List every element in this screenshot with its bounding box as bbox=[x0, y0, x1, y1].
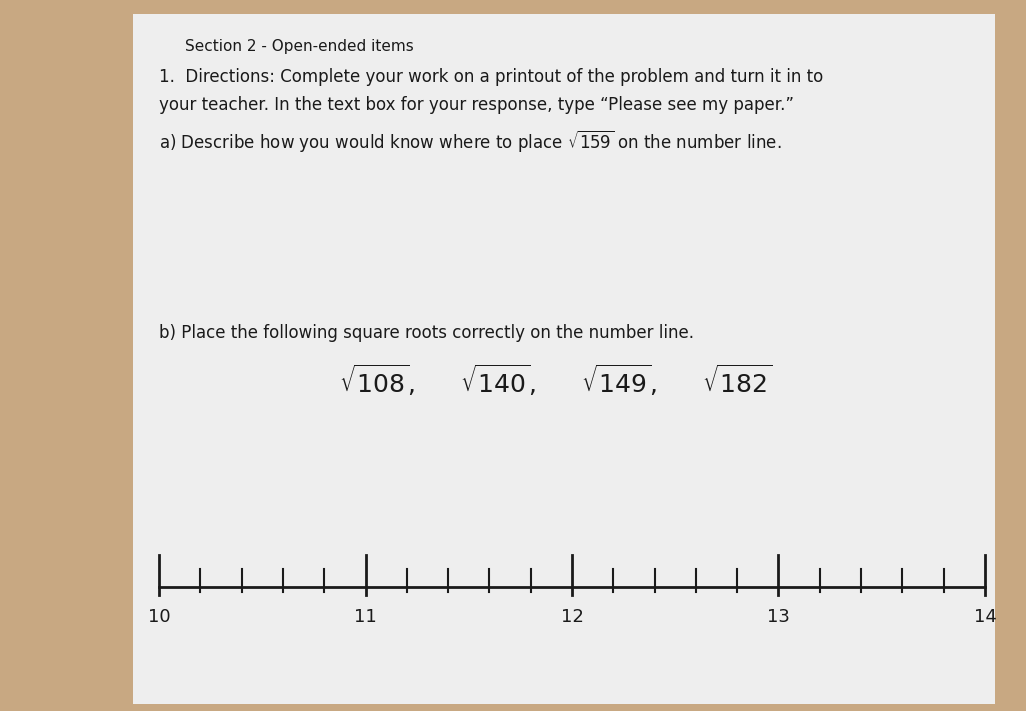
Text: your teacher. In the text box for your response, type “Please see my paper.”: your teacher. In the text box for your r… bbox=[159, 96, 794, 114]
Text: 12: 12 bbox=[560, 608, 584, 626]
Text: b) Place the following square roots correctly on the number line.: b) Place the following square roots corr… bbox=[159, 324, 694, 341]
Text: Section 2 - Open-ended items: Section 2 - Open-ended items bbox=[185, 39, 413, 54]
Text: 13: 13 bbox=[767, 608, 790, 626]
Text: 1.  Directions: Complete your work on a printout of the problem and turn it in t: 1. Directions: Complete your work on a p… bbox=[159, 68, 823, 85]
Text: $\sqrt{108},$     $\sqrt{140},$     $\sqrt{149},$     $\sqrt{182}$: $\sqrt{108},$ $\sqrt{140},$ $\sqrt{149},… bbox=[339, 363, 773, 398]
FancyBboxPatch shape bbox=[133, 14, 995, 704]
Text: a) Describe how you would know where to place $\sqrt{159}$ on the number line.: a) Describe how you would know where to … bbox=[159, 128, 782, 154]
Text: 14: 14 bbox=[974, 608, 996, 626]
Text: 11: 11 bbox=[354, 608, 377, 626]
Text: 10: 10 bbox=[148, 608, 170, 626]
